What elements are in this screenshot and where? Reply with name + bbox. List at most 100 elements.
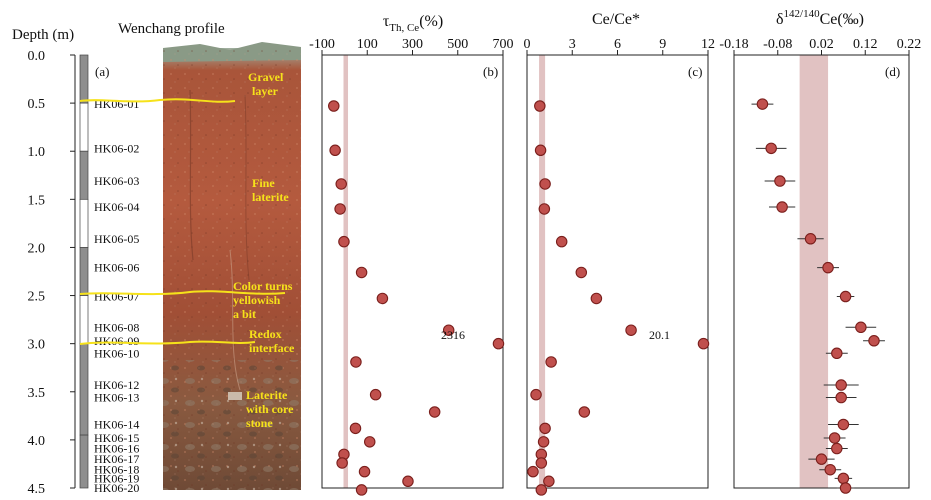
depth-tick-label: 4.0 [28,434,46,449]
photo-label-line: laterite [252,190,289,204]
panel-d-title-main: δ [776,11,784,28]
panel-d-point [831,347,843,360]
panel-group: -100 100 300 500 700 2316 0 3 6 9 12 20.1 -0.18 -0.08… [309,37,922,496]
panel-c-annotation: 20.1 [649,328,670,342]
panel-c-tick-label: 0 [524,37,531,52]
panel-c-point [625,324,637,336]
sample-label: HK06-01 [94,97,139,111]
panel-d-title-sup: 142/140 [784,8,821,20]
panel-c: 0 3 6 9 12 20.1 [524,37,715,496]
sample-label: HK06-04 [94,200,139,214]
panel-d-point [855,321,867,334]
panel-d-point [835,391,847,404]
sample-label: HK06-15 [94,431,139,445]
sample-label: HK06-10 [94,346,139,360]
panel-b-tick-label: 700 [493,37,514,52]
panel-b-tick-label: 300 [402,37,423,52]
panel-b-tick-label: 100 [357,37,378,52]
sample-column-block [79,150,89,200]
panel-b-title-sub: Th, Ce [389,22,419,34]
panel-d-point [837,472,850,485]
panel-b-point [334,203,346,215]
panel-d-band [799,55,829,488]
panel-c-point [555,235,568,248]
panel-b-point [363,436,376,448]
panel-c-frame [526,54,709,489]
panel-b-point [335,178,347,190]
panel-d-point [756,98,769,110]
photo-label-line: layer [252,84,279,98]
panel-b-frame [321,54,504,489]
sample-column [79,54,89,489]
depth-axis-title: Depth (m) [12,27,74,43]
sample-label-group: HK06-01 HK06-02 HK06-03 HK06-04 HK06-05 HK06-… [94,97,139,495]
panel-b-point [338,235,350,248]
panel-d-point [765,142,777,155]
panel-label-b: (b) [483,64,498,79]
panel-d-tick-label: 0.12 [853,37,878,52]
panel-c-tick-label: 9 [659,37,666,52]
depth-tick-label: 4.5 [28,482,46,497]
panel-d: -0.18 -0.08 0.02 0.12 0.22 [719,37,922,494]
panel-d-point [837,418,850,431]
color-change-line [79,290,286,296]
panel-d-point [831,442,843,455]
depth-tick-label: 2.5 [28,290,46,305]
sample-label: HK06-13 [94,391,139,405]
sample-column-block [79,247,89,296]
sample-column-block [79,295,89,345]
panel-d-point [839,482,852,494]
panel-d-point [835,379,847,391]
photo-label-line: Gravel [248,70,284,84]
panel-d-point [822,261,834,274]
panel-c-band [539,55,546,488]
panel-label-c: (c) [688,64,702,79]
depth-tick-label: 1.5 [28,193,46,208]
redox-interface-line [79,340,256,345]
panel-b-point [369,388,382,401]
panel-label-a: (a) [95,64,109,79]
panel-d-title: δ142/140Ce(‰) [776,8,864,28]
sample-label: HK06-08 [94,320,139,334]
photo-label-gravel: Gravel layer [248,70,286,98]
panel-d-point [815,453,828,465]
sample-label: HK06-18 [94,463,139,477]
photo-label-line: a bit [233,307,256,321]
panel-c-point [537,436,550,448]
depth-tick-label: 1.0 [28,145,46,160]
sample-label: HK06-02 [94,141,139,155]
panel-b-point [355,266,368,279]
photo-label-fine-laterite: Fine laterite [252,176,289,204]
photo-label-line: with core [246,402,294,416]
photo-label-group: Gravel layer Fine laterite Color turns y… [233,70,295,430]
panel-d-point [868,335,880,347]
sample-label: HK06-12 [94,378,139,392]
panel-d-point [828,432,841,444]
panel-c-point [535,457,548,469]
panel-d-point [774,175,786,187]
panel-b-point [492,337,505,350]
panel-d-tick-label: -0.08 [763,37,792,52]
panel-c-point [543,475,555,488]
panel-d-tick-label: 0.22 [897,37,922,52]
panel-b-tick-label: -100 [309,37,335,52]
panel-c-title: Ce/Ce* [592,11,640,28]
gravel-boundary-line [79,98,236,103]
depth-tick-group: 0.0 0.5 1.0 1.5 2.0 2.5 3.0 3.5 4.0 4.5 [28,49,75,497]
panel-d-point [804,233,817,245]
depth-tick-label: 3.0 [28,338,46,353]
sample-label: HK06-03 [94,174,139,188]
sample-label: HK06-07 [94,290,139,304]
photo-corestone-texture [163,360,301,490]
panel-b-point [355,484,368,496]
depth-tick-label: 0.0 [28,49,46,64]
sample-label: HK06-16 [94,442,139,456]
depth-axis: 0.0 0.5 1.0 1.5 2.0 2.5 3.0 3.5 4.0 4.5 [28,49,76,497]
photo-label-line: Redox [249,327,282,341]
panel-c-point [534,100,546,112]
sample-column-block [79,343,89,436]
panel-c-tick-label: 3 [569,37,576,52]
panel-c-point [578,406,591,418]
panel-b-annotation: 2316 [441,328,465,342]
